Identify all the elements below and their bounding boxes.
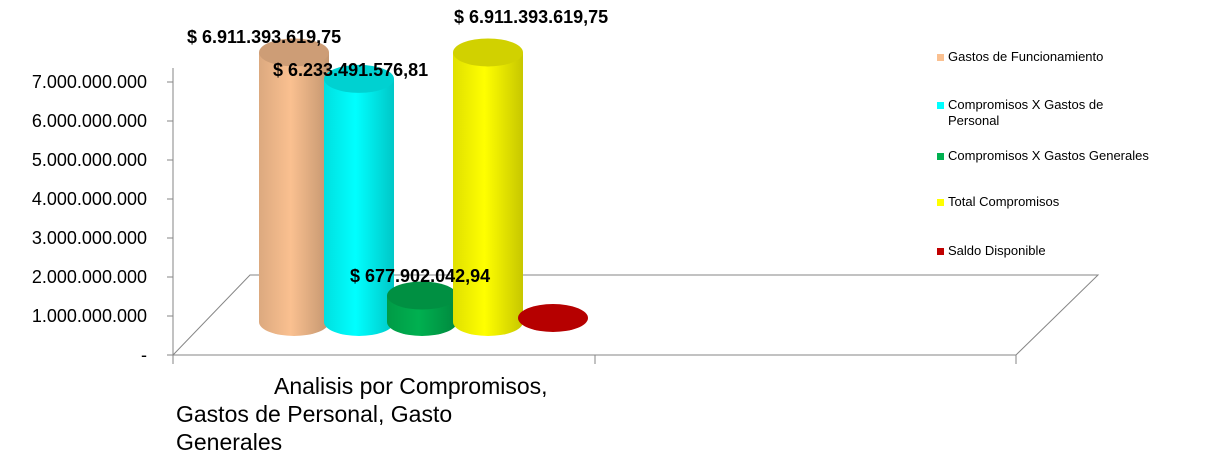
y-tick-label: 1.000.000.000 <box>32 306 147 326</box>
bar-body <box>259 52 329 336</box>
bar-top <box>324 64 394 93</box>
bar <box>259 38 329 336</box>
legend-label: Saldo Disponible <box>948 243 1046 258</box>
legend-item: Saldo Disponible <box>937 243 1203 259</box>
y-tick-label: 5.000.000.000 <box>32 150 147 170</box>
bar-top <box>259 38 329 67</box>
legend-swatch <box>937 153 944 160</box>
x-axis-label-line-3: Generales <box>176 429 283 455</box>
data-labels: $ 6.911.393.619,75 $ 6.233.491.576,81 $ 67… <box>187 7 608 286</box>
bar-body <box>324 78 394 336</box>
legend-item: Compromisos X Gastos de Personal <box>937 97 1153 129</box>
y-tick-label: 7.000.000.000 <box>32 72 147 92</box>
y-tick-label: 6.000.000.000 <box>32 111 147 131</box>
y-tick-label: 4.000.000.000 <box>32 189 147 209</box>
legend-item: Compromisos X Gastos Generales <box>937 148 1203 164</box>
bar <box>324 64 394 336</box>
legend-label: Compromisos X Gastos de Personal <box>948 97 1104 128</box>
data-label: $ 677.902.042,94 <box>350 266 490 286</box>
x-axis-label-line-2: Gastos de Personal, Gasto <box>176 401 453 427</box>
legend-item: Total Compromisos <box>937 194 1203 210</box>
bar-top <box>453 38 523 67</box>
legend-label: Compromisos X Gastos Generales <box>948 148 1149 163</box>
bars <box>259 38 588 336</box>
plot-frame <box>171 68 1100 364</box>
x-axis-label-line-1: Analisis por Compromisos, <box>274 373 548 399</box>
bar <box>387 281 457 336</box>
y-tick-label: 3.000.000.000 <box>32 228 147 248</box>
bar <box>453 38 523 336</box>
y-tick-label: 2.000.000.000 <box>32 267 147 287</box>
floor <box>171 274 1100 356</box>
x-axis-label: Analisis por Compromisos, Gastos de Pers… <box>176 372 616 456</box>
legend-item: Gastos de Funcionamiento <box>937 49 1203 65</box>
bar-body <box>453 52 523 336</box>
bar-disc <box>518 304 588 332</box>
data-label: $ 6.911.393.619,75 <box>454 7 608 27</box>
legend-label: Total Compromisos <box>948 194 1060 209</box>
bar-top <box>387 281 457 310</box>
y-axis: - 1.000.000.000 2.000.000.000 3.000.000.000… <box>32 72 173 365</box>
data-label: $ 6.233.491.576,81 <box>273 60 428 80</box>
legend-swatch <box>937 54 944 61</box>
bar <box>518 304 588 332</box>
legend-label: Gastos de Funcionamiento <box>948 49 1104 64</box>
legend-swatch <box>937 248 944 255</box>
legend-swatch <box>937 102 944 109</box>
y-tick-label: - <box>141 345 147 365</box>
data-label: $ 6.911.393.619,75 <box>187 27 341 47</box>
legend-swatch <box>937 199 944 206</box>
